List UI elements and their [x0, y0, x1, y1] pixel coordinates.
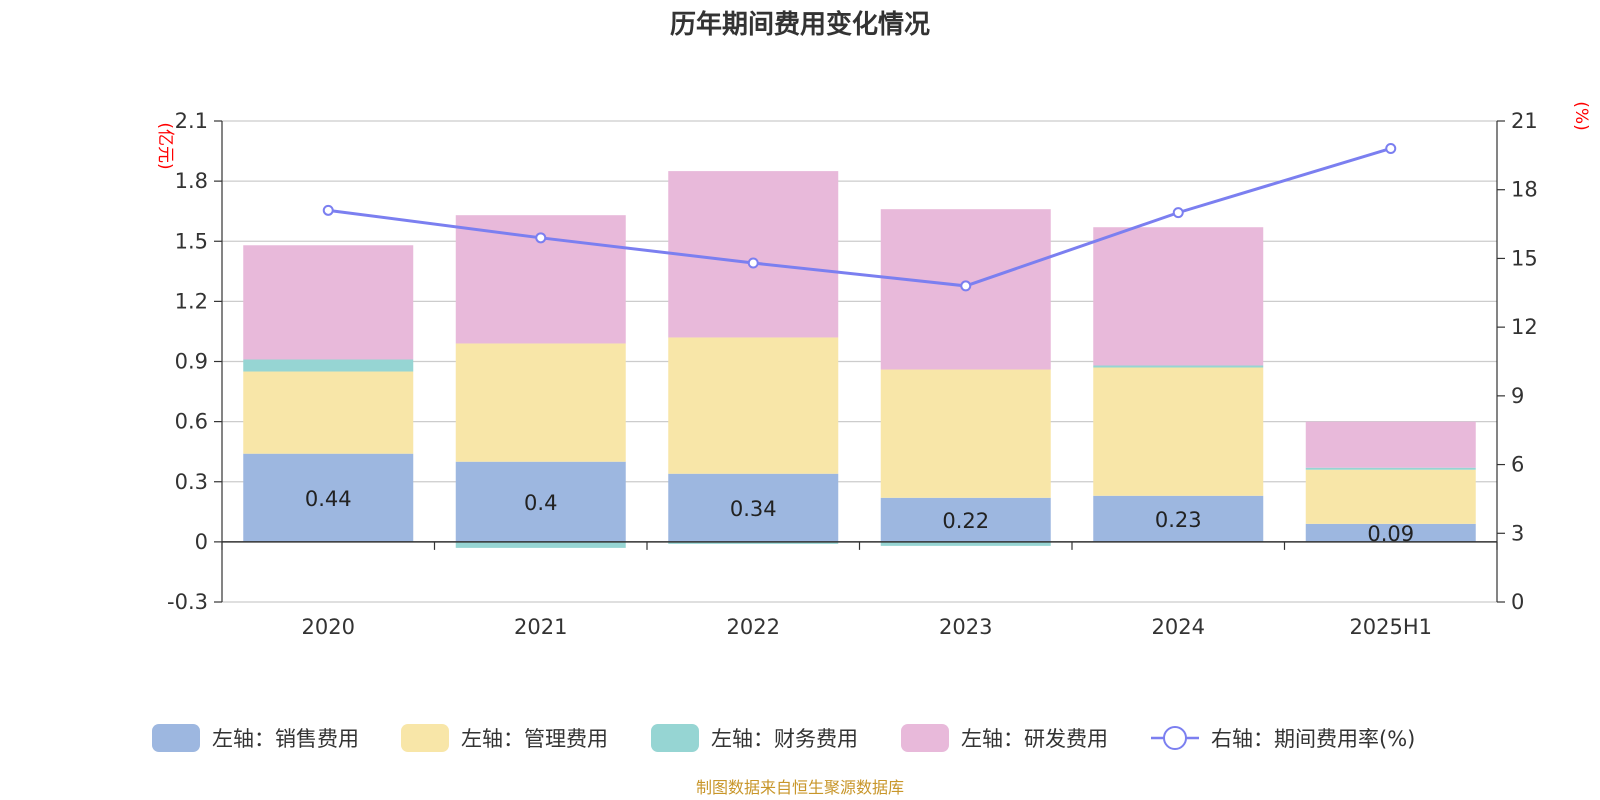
data-label: 0.09: [1367, 522, 1414, 546]
bar-segment: [243, 359, 414, 372]
right-tick-label: 18: [1511, 178, 1538, 202]
bar-segment: [243, 453, 414, 542]
rate-point: [535, 232, 547, 244]
legend-label: 右轴：期间费用率(%): [1211, 727, 1415, 751]
bar-segment: [243, 245, 414, 360]
bar-segment: [1093, 495, 1264, 542]
left-tick-label: 1.5: [175, 229, 208, 253]
bar-segment: [1093, 365, 1264, 368]
data-label: 0.44: [305, 487, 352, 511]
bar-segment: [1305, 421, 1476, 468]
rate-point: [960, 280, 972, 292]
legend-swatch: [401, 724, 449, 752]
bar-segment: [455, 461, 626, 542]
rate-point: [322, 204, 334, 216]
legend-swatch: [152, 724, 200, 752]
left-tick-label: 1.2: [175, 289, 208, 313]
left-tick-label: 2.1: [175, 109, 208, 133]
left-tick-label: 0.6: [175, 410, 208, 434]
legend-label: 左轴：管理费用: [461, 727, 608, 751]
bar-segment: [668, 541, 839, 544]
legend-label: 左轴：研发费用: [961, 727, 1108, 751]
data-label: 0.23: [1155, 508, 1202, 532]
category-label: 2025H1: [1349, 615, 1432, 639]
category-label: 2020: [302, 615, 355, 639]
left-tick-label: 1.8: [175, 169, 208, 193]
axes: 2.1 1.8 1.5 1.2 0.9 0.6 0.3 0 -0.3 21 18 15 12 9 6 3 0 20…: [167, 109, 1538, 639]
bar-segment: [1093, 367, 1264, 496]
data-label: 0.22: [942, 509, 989, 533]
bar-segment: [668, 171, 839, 338]
rate-line: [322, 142, 1397, 292]
legend-marker: [1163, 726, 1187, 750]
left-tick-label: 0.9: [175, 350, 208, 374]
legend-swatch: [901, 724, 949, 752]
left-tick-label: 0.3: [175, 470, 208, 494]
category-label: 2023: [939, 615, 992, 639]
bar-segment: [1305, 523, 1476, 542]
data-label: 0.4: [524, 491, 557, 515]
rate-point: [747, 257, 759, 269]
right-tick-label: 0: [1511, 590, 1524, 614]
legend-label: 左轴：销售费用: [212, 727, 359, 751]
bar-segment: [455, 541, 626, 548]
legend-label: 左轴：财务费用: [711, 727, 858, 751]
bar-segment: [880, 497, 1051, 542]
bar-segment: [455, 343, 626, 462]
rate-point: [1385, 142, 1397, 154]
right-tick-label: 9: [1511, 384, 1524, 408]
category-label: 2022: [727, 615, 780, 639]
bar-segment: [1305, 469, 1476, 524]
right-tick-label: 15: [1511, 246, 1538, 270]
grid-lines: [222, 120, 1497, 603]
bar-segment: [1305, 467, 1476, 470]
right-tick-label: 3: [1511, 521, 1524, 545]
data-label: 0.34: [730, 497, 777, 521]
rate-point: [1172, 207, 1184, 219]
bar-segment: [1093, 227, 1264, 366]
source-note: 制图数据来自恒生聚源数据库: [696, 778, 904, 797]
bar-segment: [880, 541, 1051, 546]
right-tick-label: 21: [1511, 109, 1538, 133]
left-axis-unit: (亿元): [155, 122, 175, 169]
right-axis-unit: (%): [1571, 101, 1591, 130]
rate-polyline: [328, 147, 1392, 288]
left-tick-label: -0.3: [167, 590, 208, 614]
bar-segment: [243, 371, 414, 454]
left-tick-label: 0: [195, 530, 208, 554]
legend-swatch: [651, 724, 699, 752]
category-label: 2024: [1152, 615, 1205, 639]
bars: [243, 171, 1476, 548]
right-tick-label: 6: [1511, 453, 1524, 477]
right-tick-label: 12: [1511, 315, 1538, 339]
data-labels: 0.44 0.4 0.34 0.22 0.23 0.09: [305, 487, 1414, 546]
bar-segment: [880, 369, 1051, 498]
legend: 左轴：销售费用 左轴：管理费用 左轴：财务费用 左轴：研发费用 右轴：期间费用率(%): [152, 724, 1415, 752]
category-label: 2021: [514, 615, 567, 639]
bar-segment: [668, 337, 839, 474]
bar-segment: [668, 473, 839, 542]
chart-title: 历年期间费用变化情况: [670, 9, 930, 40]
